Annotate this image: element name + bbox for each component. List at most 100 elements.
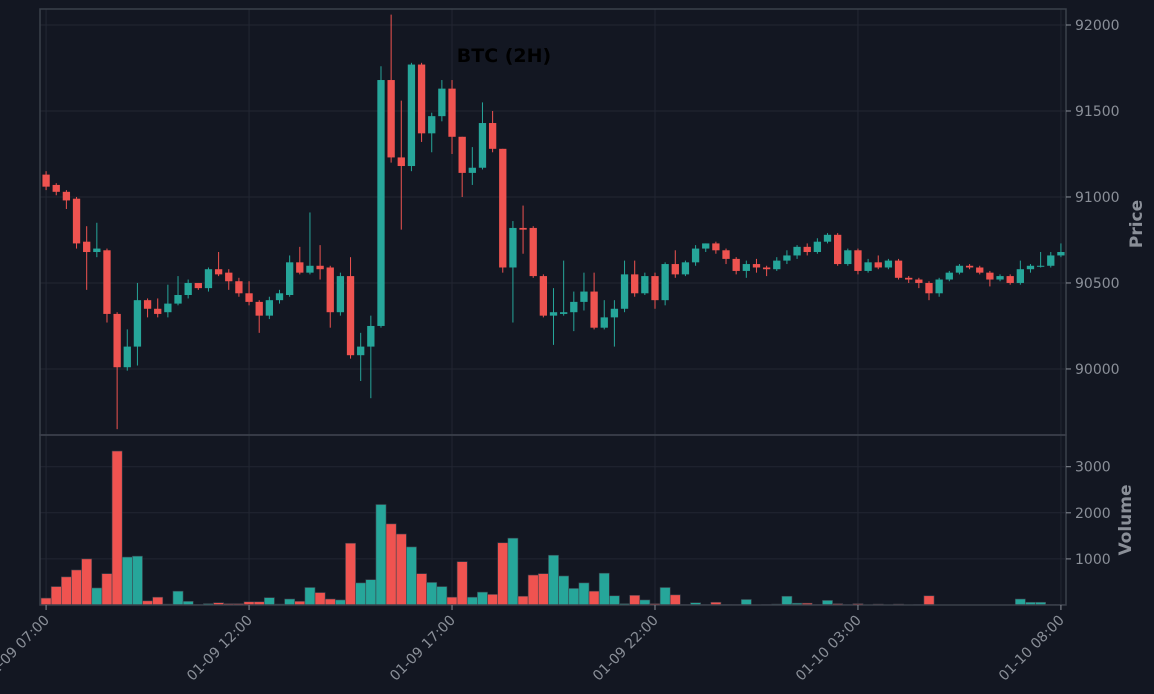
volume-bar xyxy=(740,599,752,606)
volume-bar xyxy=(568,588,580,606)
candle-body xyxy=(52,184,60,192)
candle-body xyxy=(722,250,730,259)
candle-body xyxy=(194,282,202,289)
candle-body xyxy=(225,272,233,282)
candle-body xyxy=(803,246,811,253)
volume-bar xyxy=(101,573,113,606)
volume-bar xyxy=(456,561,468,606)
candle-body xyxy=(945,272,953,280)
volume-bar xyxy=(436,586,448,606)
candle-body xyxy=(844,250,852,265)
candle-body xyxy=(214,269,223,275)
volume-bar xyxy=(487,594,498,606)
candle-body xyxy=(894,260,903,278)
y-axis-title: Price xyxy=(1127,200,1147,248)
candle-body xyxy=(884,260,893,268)
volume-bar xyxy=(172,590,184,606)
volume-bar xyxy=(284,598,296,606)
candle-body xyxy=(468,167,476,173)
candle-body xyxy=(285,262,294,296)
volume-bar xyxy=(598,572,610,606)
volume-tick-label: 2000 xyxy=(1075,506,1111,522)
candle-body xyxy=(925,282,933,294)
candle-body xyxy=(1006,276,1014,283)
candle-body xyxy=(143,300,152,309)
candle-body xyxy=(864,262,872,271)
volume-bar xyxy=(385,523,397,606)
candle-body xyxy=(1026,265,1035,270)
volume-bar xyxy=(426,582,438,606)
candle-body xyxy=(316,265,324,270)
candle-body xyxy=(600,317,608,328)
y-tick-label: 90500 xyxy=(1075,276,1120,292)
candle-body xyxy=(377,80,385,326)
candle-body xyxy=(762,267,771,270)
candle-body xyxy=(854,250,862,271)
candle-body xyxy=(164,303,172,313)
candle-body xyxy=(306,265,314,273)
candle-body xyxy=(955,265,964,273)
candle-body xyxy=(986,272,994,280)
candle-body xyxy=(620,274,629,309)
candle-body xyxy=(275,293,284,301)
volume-bar xyxy=(375,504,387,606)
candle-body xyxy=(346,276,355,356)
candle-body xyxy=(154,308,162,314)
candle-body xyxy=(42,174,50,187)
candle-body xyxy=(631,274,639,294)
volume-bar xyxy=(365,579,377,606)
candle-body xyxy=(417,64,426,134)
y-tick-label: 90000 xyxy=(1075,362,1120,378)
candle-body xyxy=(570,301,578,313)
volume-bar xyxy=(517,595,529,606)
candle-body xyxy=(357,346,365,356)
candle-body xyxy=(965,265,974,268)
volume-bar xyxy=(304,587,316,606)
candle-body xyxy=(661,264,669,301)
candle-body xyxy=(783,255,791,261)
candle-body xyxy=(83,241,91,253)
candle-body xyxy=(367,325,375,347)
volume-tick-label: 1000 xyxy=(1075,552,1111,568)
candle-body xyxy=(610,308,619,318)
volume-bar xyxy=(355,582,367,606)
candle-body xyxy=(539,276,548,316)
volume-bar xyxy=(923,595,935,606)
candle-body xyxy=(905,277,913,280)
volume-bar xyxy=(558,575,570,606)
grid xyxy=(40,9,1066,605)
volume-bar xyxy=(406,546,417,606)
volume-bar xyxy=(314,592,326,606)
candle-body xyxy=(1047,255,1055,266)
candle-body xyxy=(407,64,416,167)
candle-body xyxy=(1016,269,1024,283)
candle-body xyxy=(681,262,690,275)
y-tick-label: 91000 xyxy=(1075,190,1120,206)
volume-bar xyxy=(527,574,539,606)
volume-bar xyxy=(578,582,590,606)
candle-body xyxy=(184,282,192,296)
volume-bar xyxy=(537,573,549,606)
candle-body xyxy=(103,250,111,314)
volume-panel-frame xyxy=(39,434,1067,606)
volume-bar xyxy=(345,542,356,606)
candle-body xyxy=(742,264,750,271)
volume-bar xyxy=(91,587,103,606)
candle-body xyxy=(549,312,558,316)
candle-body xyxy=(874,262,882,268)
volume-bar xyxy=(416,573,427,606)
volume-bar xyxy=(466,596,478,606)
candle-body xyxy=(590,291,598,328)
volume-bar xyxy=(659,587,671,606)
candle-body xyxy=(387,80,395,158)
candle-body xyxy=(62,191,71,201)
candle-body xyxy=(996,276,1004,280)
volume-bar xyxy=(81,558,93,606)
volume-bar xyxy=(40,597,52,606)
volume-bar xyxy=(61,576,72,606)
candle-body xyxy=(1036,265,1045,267)
candle-body xyxy=(1057,252,1065,256)
candle-body xyxy=(935,279,943,294)
